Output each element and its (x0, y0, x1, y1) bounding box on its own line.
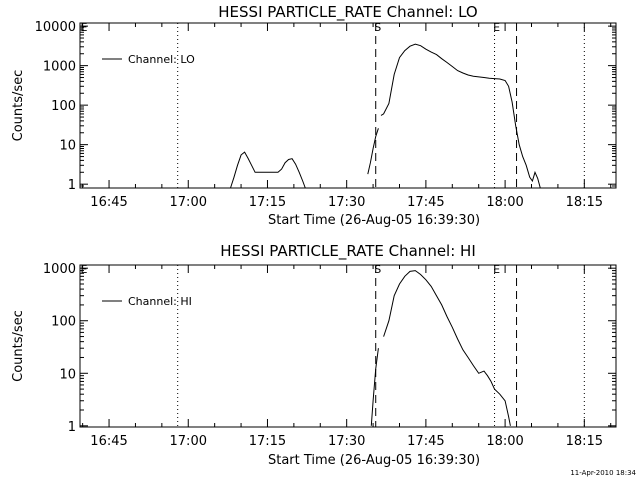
chart-title: HESSI PARTICLE_RATE Channel: HI (220, 242, 476, 261)
y-tick-label: 1 (68, 420, 76, 435)
y-tick-label: 1000 (43, 60, 76, 75)
chart-panel-lo: HESSI PARTICLE_RATE Channel: LO 1 10 100 100… (11, 3, 617, 228)
x-tick-label: 18:00 (486, 195, 523, 210)
x-tick-label: 18:15 (566, 195, 603, 210)
chart-title: HESSI PARTICLE_RATE Channel: LO (218, 3, 477, 22)
footer-timestamp: 11-Apr-2010 18:34 (570, 469, 636, 477)
legend-label: Channel: LO (128, 53, 195, 66)
y-tick-label: 10 (59, 367, 76, 382)
y-tick-label: 1 (68, 178, 76, 193)
x-axis-label: Start Time (26-Aug-05 16:39:30) (268, 213, 480, 228)
marker-label: S (374, 263, 381, 276)
y-tick-label: 100 (51, 99, 76, 114)
y-axis-label: Counts/sec (11, 310, 26, 382)
x-tick-label: 17:00 (170, 195, 207, 210)
x-tick-label: 17:00 (170, 434, 207, 449)
series-line-segment (383, 270, 511, 426)
x-tick-label: 18:00 (486, 434, 523, 449)
y-axis-label: Counts/sec (11, 70, 26, 142)
y-tick-label: 100 (51, 315, 76, 330)
x-tick-label: 17:15 (249, 434, 286, 449)
edge-marker-label: E (81, 263, 88, 276)
edge-marker-label: E (81, 21, 88, 34)
marker-label: E (493, 21, 500, 34)
plot-frame (79, 264, 617, 428)
chart-panel-hi: HESSI PARTICLE_RATE Channel: HI 1 10 100 100… (11, 242, 617, 468)
marker-label: S (374, 21, 381, 34)
legend-label: Channel: HI (128, 295, 192, 308)
y-tick-label: 10000 (35, 20, 76, 35)
x-tick-label: 17:45 (407, 434, 444, 449)
series-line-segment (380, 43, 541, 189)
y-tick-label: 1000 (43, 262, 76, 277)
x-axis-label: Start Time (26-Aug-05 16:39:30) (268, 453, 480, 468)
x-tick-label: 16:45 (90, 434, 127, 449)
x-tick-label: 17:30 (328, 434, 365, 449)
y-tick-label: 10 (59, 139, 76, 154)
x-tick-label: 18:15 (566, 434, 603, 449)
marker-label: E (493, 263, 500, 276)
x-tick-label: 17:45 (407, 195, 444, 210)
plot-frame (79, 22, 617, 189)
series-line-segment (230, 151, 306, 189)
x-tick-label: 16:45 (90, 195, 127, 210)
x-tick-label: 17:30 (328, 195, 365, 210)
series-line-segment (370, 348, 379, 426)
x-tick-label: 17:15 (249, 195, 286, 210)
series-line-segment (367, 128, 379, 175)
